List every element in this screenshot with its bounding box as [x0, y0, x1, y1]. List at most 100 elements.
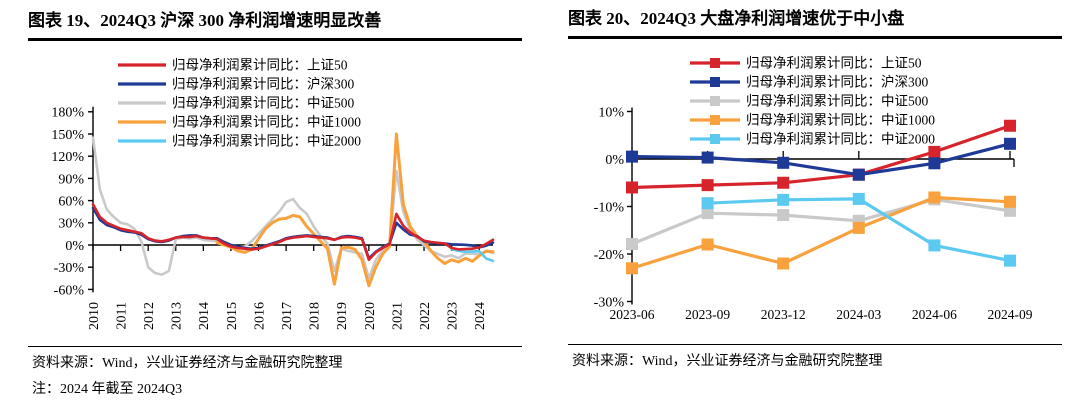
y-tick-label: 90%: [58, 172, 84, 187]
y-tick-label: 0%: [605, 152, 624, 167]
legend-marker-csi1000: [710, 114, 720, 125]
series-marker-csi2000: [701, 196, 714, 209]
legend-label-csi300: 归母净利润累计同比：沪深300: [746, 73, 928, 89]
x-tick-label: 2011: [114, 302, 129, 329]
series-marker-csi300: [626, 150, 638, 163]
legend-label-csi1000: 归母净利润累计同比：中证1000: [746, 111, 935, 127]
figure-20-source: 资料来源：Wind，兴业证券经济与金融研究院整理: [572, 353, 883, 369]
legend-marker-csi300: [710, 76, 720, 87]
figure-19-chart: 180% 150% 120% 90% 60% 30% 0% -30% -60% 2010 2011 2…: [28, 43, 522, 345]
figure-19-title-underline: [28, 38, 522, 41]
figure-20-plot: 10% 0% -10% -20% -30%2023-06 2023-09 2023-12 20…: [594, 54, 1033, 322]
x-tick-label: 2012: [142, 302, 157, 330]
series-marker-csi1000: [777, 257, 790, 269]
x-tick-label: 2014: [197, 302, 212, 330]
y-tick-label: 60%: [58, 194, 84, 209]
legend-label-csi500: 归母净利润累计同比：中证500: [746, 92, 928, 108]
x-tick-label: 2024: [473, 302, 488, 330]
x-tick-label: 2019: [335, 302, 350, 330]
y-tick-label: 180%: [51, 105, 84, 120]
x-tick-label: 2023: [446, 302, 461, 330]
series-line-csi2000: [450, 247, 495, 262]
figure-19-source: 资料来源：Wind，兴业证券经济与金融研究院整理: [32, 355, 343, 371]
series-marker-csi500: [701, 206, 714, 219]
series-marker-csi300: [701, 151, 714, 164]
y-tick-label: 120%: [51, 150, 84, 165]
y-tick-label: -60%: [54, 283, 85, 298]
figure-20-title-underline: [568, 36, 1062, 39]
series-marker-csi300: [777, 156, 790, 169]
series-marker-csi500: [626, 237, 638, 250]
figure-19-note: 注：2024 年截至 2024Q3: [32, 381, 183, 397]
legend-label-sse50: 归母净利润累计同比：上证50: [172, 56, 348, 72]
x-tick-label: 2024-06: [912, 307, 957, 322]
y-tick-label: -30%: [594, 295, 625, 310]
series-marker-csi1000: [928, 190, 941, 203]
legend-marker-csi500: [710, 95, 720, 106]
legend-label-csi300: 归母净利润累计同比：沪深300: [172, 75, 354, 91]
series-marker-csi500: [777, 208, 790, 221]
x-tick-label: 2013: [170, 302, 185, 330]
figure-20-title: 图表 20、2024Q3 大盘净利润增速优于中小盘: [568, 9, 905, 28]
x-tick-label: 2016: [252, 302, 267, 330]
series-marker-sse50: [1004, 119, 1016, 132]
series-marker-csi500: [1004, 204, 1016, 217]
series-marker-csi2000: [928, 238, 941, 251]
figure-19-footer-rule: [28, 345, 522, 347]
series-line-sse50: [91, 202, 495, 261]
series-line-csi300: [631, 141, 1011, 176]
x-tick-label: 2017: [280, 302, 295, 330]
series-marker-sse50: [701, 178, 714, 191]
series-marker-csi300: [852, 168, 865, 181]
y-tick-label: 10%: [598, 105, 624, 120]
x-tick-label: 2021: [390, 302, 405, 330]
legend-label-csi500: 归母净利润累计同比：中证500: [172, 94, 354, 110]
legend-label-csi2000: 归母净利润累计同比：中证2000: [746, 130, 935, 146]
x-tick-label: 2020: [363, 302, 378, 330]
series-marker-sse50: [777, 176, 790, 189]
y-tick-label: -30%: [54, 261, 85, 276]
x-tick-label: 2015: [225, 302, 240, 330]
x-tick-label: 2023-06: [610, 307, 655, 322]
series-marker-csi300: [928, 156, 941, 169]
series-line-sse50: [631, 123, 1011, 189]
series-line-csi500: [91, 135, 495, 280]
legend-label-csi1000: 归母净利润累计同比：中证1000: [172, 113, 361, 129]
series-marker-sse50: [928, 145, 941, 158]
figure-20: 图表 20、2024Q3 大盘净利润增速优于中小盘 10% 0% -10% -20% -…: [568, 6, 1062, 370]
series-line-csi1000: [215, 132, 495, 287]
y-tick-label: 0%: [65, 238, 84, 253]
series-marker-csi300: [1004, 137, 1016, 150]
y-tick-label: -10%: [594, 200, 625, 215]
x-tick-label: 2024-09: [988, 307, 1033, 322]
x-tick-label: 2018: [308, 302, 323, 330]
x-tick-label: 2010: [87, 302, 102, 330]
series-marker-csi1000: [1004, 195, 1016, 208]
x-tick-label: 2022: [418, 302, 433, 330]
figure-19: 图表 19、2024Q3 沪深 300 净利润增速明显改善 180% 150% 12…: [28, 8, 522, 398]
figure-20-footer-rule: [568, 343, 1062, 345]
legend-marker-csi2000: [710, 133, 720, 144]
series-marker-csi1000: [701, 238, 714, 250]
x-tick-label: 2024-03: [836, 307, 881, 322]
x-tick-label: 2023-09: [685, 307, 730, 322]
figure-19-title: 图表 19、2024Q3 沪深 300 净利润增速明显改善: [28, 11, 382, 30]
series-marker-csi2000: [852, 192, 865, 205]
legend-label-sse50: 归母净利润累计同比：上证50: [746, 54, 922, 70]
series-line-csi500: [631, 197, 1011, 245]
series-marker-csi1000: [626, 261, 638, 274]
figure-19-plot: 180% 150% 120% 90% 60% 30% 0% -30% -60%2010 2011 2…: [51, 56, 495, 330]
series-line-csi1000: [631, 195, 1011, 270]
legend-label-csi2000: 归母净利润累计同比：中证2000: [172, 132, 361, 148]
series-marker-csi2000: [777, 193, 790, 206]
legend-marker-sse50: [710, 57, 720, 68]
figure-20-chart: 10% 0% -10% -20% -30% 2023-06 2023-09 2023-12 20…: [568, 41, 1062, 343]
y-tick-label: -20%: [594, 247, 625, 262]
series-marker-sse50: [626, 181, 638, 193]
y-tick-label: 150%: [51, 127, 84, 142]
series-marker-csi2000: [1004, 254, 1016, 267]
series-marker-csi1000: [852, 221, 865, 234]
y-tick-label: 30%: [58, 216, 84, 231]
x-tick-label: 2023-12: [761, 307, 806, 322]
